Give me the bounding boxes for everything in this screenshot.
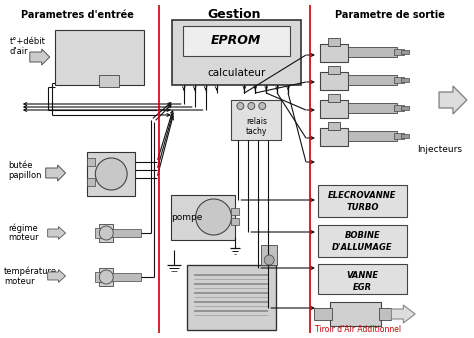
Circle shape — [95, 158, 127, 190]
FancyBboxPatch shape — [347, 103, 397, 113]
Text: VANNE: VANNE — [346, 270, 379, 280]
Circle shape — [100, 270, 113, 284]
FancyBboxPatch shape — [111, 229, 141, 237]
Text: EGR: EGR — [353, 283, 372, 291]
FancyBboxPatch shape — [328, 122, 340, 130]
FancyBboxPatch shape — [328, 94, 340, 102]
Text: t°+débit: t°+débit — [10, 38, 46, 47]
Circle shape — [196, 199, 231, 235]
Text: Gestion: Gestion — [208, 8, 261, 21]
FancyBboxPatch shape — [314, 308, 332, 320]
FancyBboxPatch shape — [111, 273, 141, 281]
FancyBboxPatch shape — [95, 228, 103, 238]
Text: température: température — [4, 266, 57, 276]
FancyBboxPatch shape — [100, 224, 113, 242]
FancyBboxPatch shape — [320, 72, 347, 90]
Text: D'ALLUMAGE: D'ALLUMAGE — [332, 243, 393, 252]
Polygon shape — [48, 226, 65, 239]
FancyBboxPatch shape — [231, 100, 281, 140]
FancyBboxPatch shape — [231, 218, 239, 225]
FancyBboxPatch shape — [320, 44, 347, 62]
Circle shape — [248, 102, 255, 110]
FancyBboxPatch shape — [401, 134, 409, 138]
FancyBboxPatch shape — [394, 49, 404, 55]
FancyBboxPatch shape — [87, 152, 135, 196]
FancyBboxPatch shape — [87, 158, 95, 166]
Text: moteur: moteur — [4, 276, 35, 286]
Text: TURBO: TURBO — [346, 203, 379, 213]
Circle shape — [259, 102, 266, 110]
Text: BOBINE: BOBINE — [345, 232, 381, 241]
Polygon shape — [30, 49, 50, 65]
FancyBboxPatch shape — [318, 185, 407, 217]
Text: moteur: moteur — [8, 234, 38, 242]
FancyBboxPatch shape — [261, 245, 277, 265]
Text: d'air: d'air — [10, 48, 28, 56]
FancyBboxPatch shape — [394, 77, 404, 83]
FancyBboxPatch shape — [394, 105, 404, 111]
Text: relais: relais — [246, 118, 267, 126]
FancyBboxPatch shape — [172, 20, 301, 85]
Text: EPROM: EPROM — [211, 34, 262, 48]
FancyBboxPatch shape — [330, 302, 382, 326]
Text: Tiroir d'Air Additionnel: Tiroir d'Air Additionnel — [315, 325, 401, 334]
FancyBboxPatch shape — [328, 38, 340, 46]
Text: butée: butée — [8, 161, 32, 169]
Text: Parametre de sortie: Parametre de sortie — [336, 10, 446, 20]
Text: calculateur: calculateur — [207, 68, 265, 78]
FancyBboxPatch shape — [100, 268, 113, 286]
Text: Injecteurs: Injecteurs — [417, 145, 462, 154]
FancyBboxPatch shape — [95, 272, 103, 282]
FancyBboxPatch shape — [318, 225, 407, 257]
Polygon shape — [392, 305, 415, 323]
FancyBboxPatch shape — [55, 30, 144, 85]
FancyBboxPatch shape — [347, 75, 397, 85]
FancyBboxPatch shape — [380, 308, 392, 320]
Circle shape — [100, 226, 113, 240]
Text: régime: régime — [8, 223, 38, 233]
FancyBboxPatch shape — [183, 26, 290, 56]
Text: Parametres d'entrée: Parametres d'entrée — [21, 10, 134, 20]
Circle shape — [237, 102, 244, 110]
Text: tachy: tachy — [246, 127, 267, 137]
Text: ELECROVANNE: ELECROVANNE — [328, 192, 397, 200]
Circle shape — [264, 255, 274, 265]
FancyBboxPatch shape — [187, 265, 276, 330]
FancyBboxPatch shape — [401, 78, 409, 82]
FancyBboxPatch shape — [320, 128, 347, 146]
FancyBboxPatch shape — [347, 47, 397, 57]
FancyBboxPatch shape — [171, 195, 236, 240]
FancyBboxPatch shape — [231, 208, 239, 215]
FancyBboxPatch shape — [347, 131, 397, 141]
FancyBboxPatch shape — [401, 106, 409, 110]
Polygon shape — [439, 86, 467, 114]
FancyBboxPatch shape — [87, 178, 95, 186]
FancyBboxPatch shape — [328, 66, 340, 74]
FancyBboxPatch shape — [100, 75, 119, 87]
Polygon shape — [46, 165, 65, 181]
FancyBboxPatch shape — [318, 264, 407, 294]
Text: papillon: papillon — [8, 170, 41, 179]
FancyBboxPatch shape — [394, 133, 404, 139]
Text: pompe: pompe — [171, 213, 202, 221]
FancyBboxPatch shape — [401, 50, 409, 54]
FancyBboxPatch shape — [320, 100, 347, 118]
Polygon shape — [48, 270, 65, 283]
